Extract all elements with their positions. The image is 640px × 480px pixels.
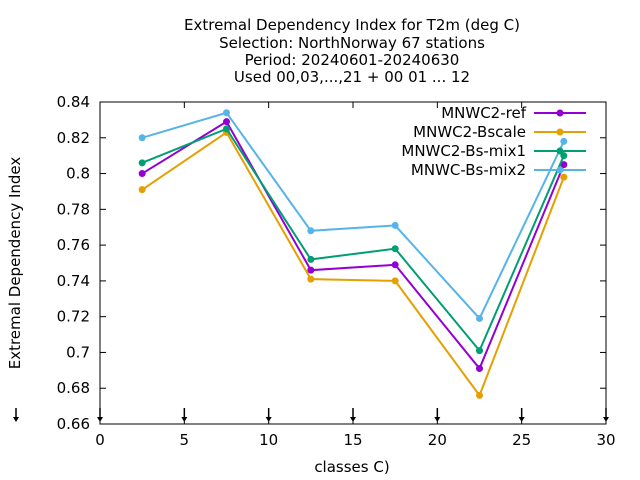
title-line-3: Period: 20240601-20240630 <box>245 51 460 69</box>
data-point <box>138 186 146 194</box>
bottom-arrow-marker <box>434 417 441 422</box>
title-line-4: Used 00,03,...,21 + 00 01 ... 12 <box>234 68 470 86</box>
bottom-arrow-marker <box>603 417 609 422</box>
series-4 <box>138 109 568 322</box>
y-tick-label: 0.7 <box>66 343 90 361</box>
data-point <box>560 137 568 145</box>
series-group <box>138 109 568 399</box>
legend: MNWC2-refMNWC2-BscaleMNWC2-Bs-mix1MNWC-B… <box>401 104 586 179</box>
data-point <box>476 391 483 399</box>
x-tick-label: 15 <box>343 431 362 449</box>
data-point <box>223 109 230 117</box>
bottom-arrow-marker <box>181 417 188 422</box>
y-axis: 0.66 0.68 0.7 0.72 0.74 0.76 0.78 0.8 0.82 0.84 <box>57 93 606 433</box>
legend-swatch-marker <box>556 166 564 174</box>
legend-item: MNWC2-Bs-mix1 <box>401 142 586 160</box>
x-tick-label: 20 <box>428 431 447 449</box>
series-3 <box>138 125 568 355</box>
series-line <box>141 111 565 321</box>
data-point <box>391 277 399 285</box>
y-tick-label: 0.76 <box>57 236 90 254</box>
legend-label: MNWC2-Bscale <box>413 123 526 141</box>
series-line <box>141 127 565 353</box>
bottom-arrow-marker <box>350 417 356 422</box>
y-axis-label: Extremal Dependency Index <box>6 157 24 370</box>
data-point <box>560 161 568 169</box>
data-point <box>391 261 399 269</box>
data-point <box>476 365 483 373</box>
legend-label: MNWC2-Bs-mix1 <box>401 142 526 160</box>
legend-item: MNWC-Bs-mix2 <box>411 161 586 179</box>
series-line <box>141 130 565 398</box>
x-tick-label: 10 <box>259 431 278 449</box>
data-point <box>560 152 568 160</box>
legend-label: MNWC-Bs-mix2 <box>411 161 526 179</box>
data-point <box>223 125 230 133</box>
legend-swatch-marker <box>556 147 564 155</box>
legend-swatch-marker <box>556 128 564 136</box>
title-line-2: Selection: NorthNorway 67 stations <box>219 34 485 52</box>
data-point <box>307 275 315 283</box>
x-axis-label: classes C) <box>314 458 389 476</box>
data-point <box>138 159 146 167</box>
legend-item: MNWC2-Bscale <box>413 123 586 141</box>
x-axis: 0 5 10 15 20 25 30 <box>95 102 616 449</box>
data-point <box>476 314 483 322</box>
data-point <box>560 173 568 181</box>
y-tick-label: 0.78 <box>57 200 90 218</box>
outside-arrow-marker <box>13 417 19 422</box>
bottom-markers <box>13 408 609 422</box>
x-tick-label: 25 <box>512 431 531 449</box>
y-tick-label: 0.84 <box>57 93 90 111</box>
legend-swatch-marker <box>556 109 564 117</box>
y-tick-label: 0.8 <box>66 165 90 183</box>
series-line <box>141 120 565 371</box>
y-tick-label: 0.72 <box>57 308 90 326</box>
y-tick-label: 0.82 <box>57 129 90 147</box>
legend-label: MNWC2-ref <box>441 104 526 122</box>
title-line-1: Extremal Dependency Index for T2m (deg C… <box>184 16 520 34</box>
x-tick-label: 5 <box>180 431 190 449</box>
data-point <box>391 245 399 253</box>
data-point <box>138 170 146 178</box>
y-tick-label: 0.74 <box>57 272 90 290</box>
legend-item: MNWC2-ref <box>441 104 586 122</box>
data-point <box>138 134 146 142</box>
series-1 <box>138 118 568 373</box>
data-point <box>307 255 315 263</box>
chart-title: Extremal Dependency Index for T2m (deg C… <box>184 16 520 86</box>
x-tick-label: 0 <box>95 431 105 449</box>
y-tick-label: 0.66 <box>57 415 90 433</box>
data-point <box>307 266 315 274</box>
data-point <box>476 347 483 355</box>
data-point <box>391 221 399 229</box>
x-tick-label: 30 <box>596 431 615 449</box>
data-point <box>223 118 230 126</box>
data-point <box>307 227 315 235</box>
y-tick-label: 0.68 <box>57 379 90 397</box>
bottom-arrow-marker <box>518 417 525 422</box>
bottom-arrow-marker <box>265 417 272 422</box>
bottom-arrow-marker <box>97 417 103 422</box>
